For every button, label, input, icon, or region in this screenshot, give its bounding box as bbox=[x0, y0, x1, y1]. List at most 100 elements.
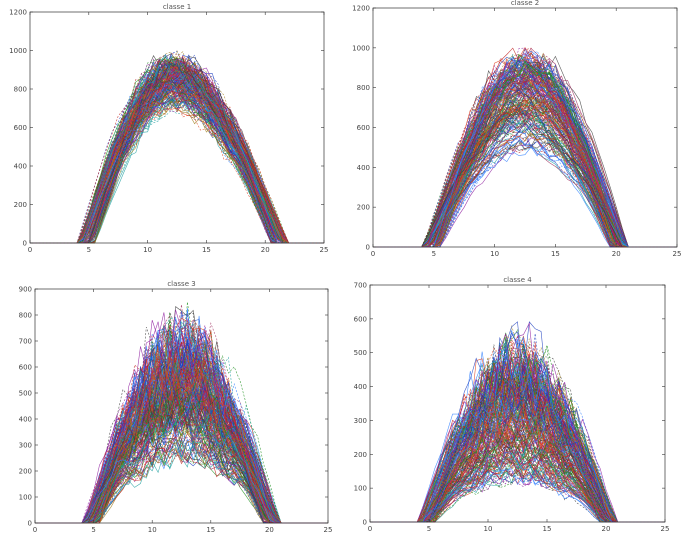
chart-classe-4: 0 5 10 15 20 25 0 100 200 300 400 500 600 700 classe 4 bbox=[354, 276, 670, 533]
chart-title: classe 4 bbox=[503, 276, 532, 284]
series-line bbox=[373, 130, 677, 248]
series-line bbox=[30, 76, 324, 244]
series-line bbox=[30, 81, 324, 244]
series-line bbox=[370, 453, 665, 523]
y-tick-label: 800 bbox=[14, 86, 27, 94]
y-tick-label: 200 bbox=[19, 468, 32, 476]
series-line bbox=[373, 122, 677, 248]
series-line bbox=[30, 89, 324, 244]
series-line bbox=[370, 468, 665, 523]
y-tick-label: 400 bbox=[19, 416, 32, 424]
series-line bbox=[373, 145, 677, 248]
series-line bbox=[373, 75, 677, 248]
series-line bbox=[373, 110, 677, 248]
series-line bbox=[370, 459, 665, 523]
series-line bbox=[373, 114, 677, 248]
series-line bbox=[373, 110, 677, 248]
y-tick-label: 300 bbox=[354, 417, 367, 425]
y-tick-label: 400 bbox=[14, 163, 27, 171]
x-tick-label: 10 bbox=[490, 250, 499, 258]
series-line bbox=[373, 139, 677, 248]
y-tick-label: 800 bbox=[357, 84, 370, 92]
series-line bbox=[373, 141, 677, 248]
series-line bbox=[373, 80, 677, 248]
series-line bbox=[35, 356, 328, 524]
series-line bbox=[370, 464, 665, 523]
series-line bbox=[370, 371, 665, 523]
x-tick-label: 5 bbox=[432, 250, 436, 258]
series-line bbox=[373, 140, 677, 248]
series-line bbox=[373, 118, 677, 248]
series-line bbox=[30, 94, 324, 244]
series-line bbox=[35, 413, 328, 524]
series-line bbox=[30, 70, 324, 244]
chart-panel-classe-4: 0 5 10 15 20 25 0 100 200 300 400 500 600 700 classe 4 bbox=[343, 270, 685, 533]
series-line bbox=[370, 451, 665, 523]
series-line bbox=[35, 363, 328, 524]
series-line bbox=[35, 439, 328, 524]
x-tick-label: 5 bbox=[427, 525, 431, 533]
series-line bbox=[373, 118, 677, 248]
series-line bbox=[373, 140, 677, 248]
x-tick-label: 15 bbox=[551, 250, 560, 258]
y-tick-label: 600 bbox=[357, 124, 370, 132]
x-tick-label: 10 bbox=[148, 526, 157, 533]
series-line bbox=[373, 108, 677, 248]
series-line bbox=[373, 130, 677, 248]
series-line bbox=[30, 82, 324, 244]
series-line bbox=[30, 72, 324, 244]
y-tick-label: 0 bbox=[366, 244, 370, 252]
series-line bbox=[30, 82, 324, 244]
series-line bbox=[373, 68, 677, 248]
series-line bbox=[30, 73, 324, 244]
y-tick-label: 200 bbox=[14, 201, 27, 209]
series-line bbox=[373, 114, 677, 248]
chart-title: classe 1 bbox=[163, 3, 191, 11]
series-line bbox=[30, 82, 324, 244]
chart-classe-3: 0 5 10 15 20 25 0 100 200 300 400 500 600 700 800 900 cl… bbox=[19, 280, 333, 533]
series-line bbox=[35, 325, 328, 524]
series-line bbox=[30, 88, 324, 244]
y-tick-label: 300 bbox=[19, 442, 32, 450]
series-line bbox=[373, 111, 677, 248]
x-tick-label: 5 bbox=[87, 246, 91, 254]
series-line bbox=[35, 430, 328, 524]
series-line bbox=[373, 62, 677, 248]
chart-panel-classe-1: 0 5 10 15 20 25 0 200 400 600 800 1000 1200 classe 1 bbox=[0, 0, 340, 262]
series-line bbox=[35, 414, 328, 524]
series-line bbox=[30, 65, 324, 244]
y-tick-label: 500 bbox=[19, 390, 32, 398]
series-line bbox=[370, 429, 665, 523]
series-line bbox=[373, 104, 677, 248]
series-line bbox=[370, 322, 665, 523]
series-line bbox=[30, 73, 324, 244]
series-line bbox=[373, 104, 677, 248]
series-line bbox=[35, 438, 328, 524]
series-line bbox=[30, 88, 324, 244]
series-line bbox=[35, 372, 328, 524]
series-line bbox=[30, 77, 324, 244]
series-line bbox=[373, 122, 677, 248]
series-line bbox=[30, 67, 324, 244]
axes-frame bbox=[34, 288, 329, 524]
series-line bbox=[35, 421, 328, 524]
series-line bbox=[370, 455, 665, 523]
y-tick-label: 100 bbox=[19, 494, 32, 502]
y-tick-label: 600 bbox=[14, 124, 27, 132]
x-tick-label: 20 bbox=[261, 246, 270, 254]
chart-title: classe 3 bbox=[167, 280, 195, 288]
series-line bbox=[373, 89, 677, 248]
x-tick-label: 10 bbox=[484, 525, 493, 533]
y-tick-label: 600 bbox=[19, 364, 32, 372]
series-line bbox=[373, 73, 677, 248]
series-line bbox=[30, 67, 324, 244]
series-line bbox=[30, 90, 324, 244]
chart-title: classe 2 bbox=[511, 0, 539, 7]
axes-frame bbox=[369, 284, 666, 523]
series-line bbox=[370, 452, 665, 523]
series-line bbox=[30, 78, 324, 244]
series-line bbox=[373, 136, 677, 248]
x-tick-label: 25 bbox=[673, 250, 682, 258]
y-tick-label: 500 bbox=[354, 349, 367, 357]
series-line bbox=[30, 100, 324, 244]
